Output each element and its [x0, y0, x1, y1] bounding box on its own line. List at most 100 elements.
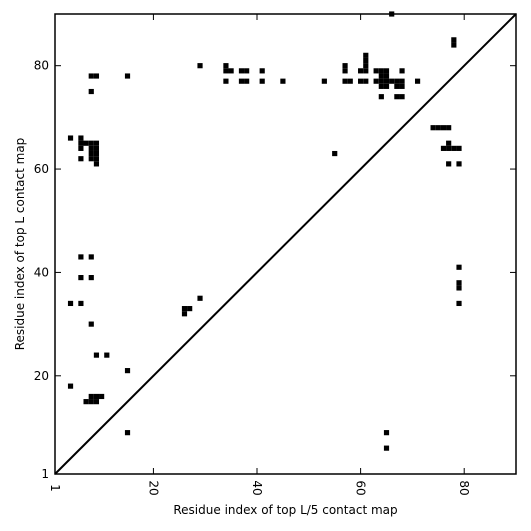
contact-point [78, 254, 84, 260]
contact-point [78, 135, 84, 141]
contact-point [223, 63, 229, 69]
contact-point [446, 161, 452, 167]
contact-point [88, 145, 94, 151]
contact-point [342, 68, 348, 74]
contact-point [446, 140, 452, 146]
contact-point [88, 73, 94, 79]
x-axis-ticks: 1 20 40 60 80 [48, 14, 471, 496]
contact-point [78, 145, 84, 151]
contact-point [67, 383, 74, 389]
contact-point [88, 150, 94, 157]
contact-point [342, 78, 348, 84]
contact-point [446, 125, 452, 131]
contact-point [181, 311, 188, 317]
contact-point [394, 83, 400, 89]
x-tick-label: 80 [457, 480, 471, 495]
y-tick-label: 80 [34, 59, 49, 73]
contact-point [358, 78, 364, 84]
x-tick-label: 40 [250, 480, 264, 495]
contact-point [373, 68, 379, 74]
contact-point [93, 393, 100, 400]
contact-point [244, 78, 250, 84]
contact-point [456, 300, 462, 307]
contact-point [93, 161, 100, 167]
contact-point [88, 156, 94, 162]
contact-point [78, 275, 84, 281]
contact-point [430, 125, 436, 131]
contact-point [124, 430, 131, 436]
contact-point [446, 145, 452, 151]
contact-point [93, 156, 100, 162]
contact-point [93, 145, 100, 151]
contact-point [363, 52, 369, 58]
x-axis-label: Residue index of top L/5 contact map [173, 503, 397, 517]
contact-point [88, 399, 94, 405]
contact-point [363, 68, 369, 74]
y-tick-label: 1 [41, 467, 49, 481]
contact-point [88, 393, 94, 400]
contact-point [88, 254, 94, 260]
contact-point [228, 68, 234, 74]
y-axis-ticks: 1 20 40 60 80 [34, 59, 516, 481]
contact-point [67, 300, 74, 307]
contact-point [378, 68, 384, 74]
x-tick-label: 20 [146, 480, 160, 495]
contact-point [238, 78, 245, 84]
contact-point [383, 83, 390, 89]
diagonal-line [54, 13, 517, 475]
contact-point [104, 352, 110, 358]
contact-point [78, 300, 84, 307]
contact-point [93, 73, 100, 79]
contact-point [383, 430, 390, 436]
contact-point [399, 94, 405, 100]
x-tick-label: 60 [354, 480, 368, 495]
contact-point [197, 295, 203, 301]
y-tick-label: 60 [34, 162, 49, 176]
contact-point [451, 37, 457, 43]
contact-point [124, 368, 131, 374]
x-tick-label: 1 [48, 484, 62, 492]
contact-point [280, 78, 286, 84]
contact-point [456, 280, 462, 286]
contact-point [347, 78, 353, 84]
contact-point [451, 145, 457, 151]
contact-point [451, 42, 457, 48]
y-tick-label: 20 [34, 369, 49, 383]
contact-point [363, 63, 369, 69]
contact-point [259, 68, 265, 74]
contact-point [197, 63, 203, 69]
contact-point [363, 57, 369, 64]
contact-point [124, 73, 131, 79]
contact-point [99, 393, 105, 400]
y-axis-label: Residue index of top L contact map [13, 138, 27, 351]
contact-point [93, 352, 100, 358]
contact-point [373, 78, 379, 84]
contact-point [358, 68, 364, 74]
contact-point [93, 399, 100, 405]
contact-point [456, 145, 462, 151]
contact-point [259, 78, 265, 84]
contact-point [93, 150, 100, 157]
contact-point [394, 94, 400, 100]
contact-point [83, 140, 89, 146]
contact-point [78, 156, 84, 162]
contact-point [378, 73, 384, 79]
plot-frame [54, 13, 517, 475]
contact-point [383, 78, 390, 84]
contact-point [456, 264, 462, 270]
contact-point [67, 135, 74, 141]
contact-point [399, 68, 405, 74]
contact-point [435, 125, 441, 131]
contact-point [378, 94, 384, 100]
contact-point [238, 68, 245, 74]
contact-point [394, 78, 400, 84]
contact-point [332, 150, 338, 157]
contact-point [383, 73, 390, 79]
contact-point [456, 285, 462, 291]
contact-point [440, 125, 447, 131]
contact-point [342, 63, 348, 69]
contact-point [187, 306, 193, 312]
contact-points [67, 11, 462, 451]
contact-point [223, 68, 229, 74]
contact-point [399, 83, 405, 89]
